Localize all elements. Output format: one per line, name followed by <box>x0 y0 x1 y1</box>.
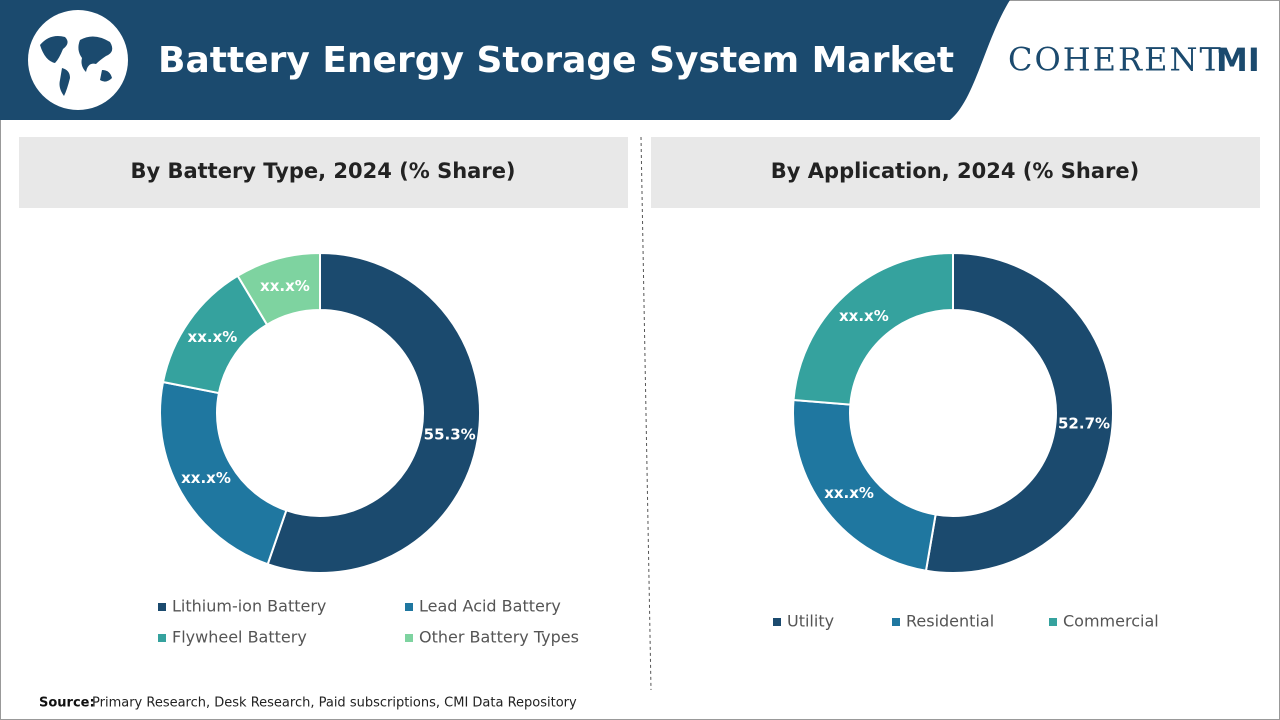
panel-title: By Application, 2024 (% Share) <box>771 159 1139 183</box>
legend-swatch <box>158 603 166 611</box>
legend-swatch <box>1049 618 1057 626</box>
legend-label: Commercial <box>1063 612 1159 631</box>
slice-label: xx.x% <box>260 277 310 295</box>
globe-map <box>40 36 113 96</box>
legend-swatch <box>405 603 413 611</box>
source-text: Primary Research, Desk Research, Paid su… <box>92 696 577 711</box>
page-title: Battery Energy Storage System Market <box>158 40 954 81</box>
logo-text: COHERENT <box>1008 41 1223 79</box>
divider <box>640 136 652 691</box>
legend-label: Lithium-ion Battery <box>172 597 326 616</box>
panel-header <box>651 137 1260 208</box>
logo-mark: MI <box>1216 41 1260 79</box>
slice-label: xx.x% <box>824 484 874 502</box>
legend-swatch <box>773 618 781 626</box>
legend-label: Flywheel Battery <box>172 628 307 647</box>
slice <box>924 251 1114 574</box>
legend-label: Utility <box>787 612 834 631</box>
globe-badge <box>28 10 128 110</box>
slice <box>266 251 481 574</box>
source-label: Source: <box>39 696 95 711</box>
slice <box>236 251 321 327</box>
slice-label: 52.7% <box>1058 415 1110 433</box>
legend-swatch <box>405 634 413 642</box>
legend-label: Other Battery Types <box>419 628 579 647</box>
legend-swatch <box>892 618 900 626</box>
legend-label: Lead Acid Battery <box>419 597 561 616</box>
legend-swatch <box>158 634 166 642</box>
slice-label: xx.x% <box>181 469 231 487</box>
legend-label: Residential <box>906 612 994 631</box>
slice-label: 55.3% <box>424 425 476 443</box>
header-band <box>0 0 1010 120</box>
slice-label: xx.x% <box>188 328 238 346</box>
panel-title: By Battery Type, 2024 (% Share) <box>130 159 515 183</box>
slice-label: xx.x% <box>839 307 889 325</box>
panel-header <box>19 137 628 208</box>
slice <box>792 251 954 406</box>
